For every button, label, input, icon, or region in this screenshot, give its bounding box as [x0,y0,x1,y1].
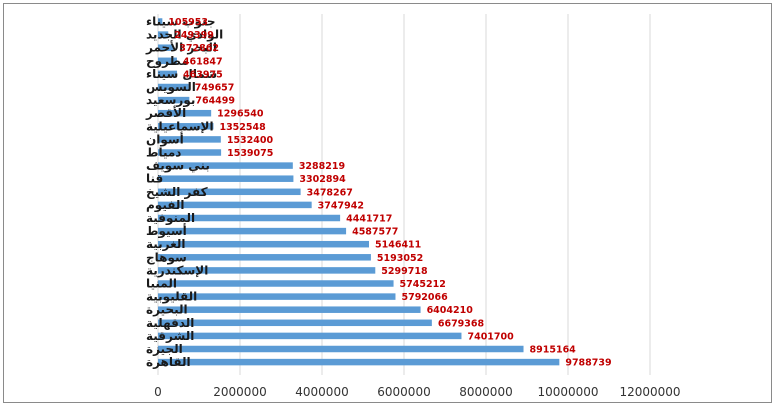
category-label: أسيوط [146,223,187,239]
category-label: شمال سيناء [146,67,217,81]
category-label: دمياط [146,146,181,160]
value-label: 4587577 [352,227,398,238]
bar [158,175,294,182]
category-label: السويس [146,80,196,95]
value-label: 3288219 [299,161,345,172]
value-label: 3747942 [318,200,364,211]
category-label: القليوبية [146,290,197,305]
bar [158,162,293,169]
category-label: المنيا [146,277,177,291]
bar [158,319,432,327]
bar [158,31,169,38]
category-label: الإسكندرية [146,263,208,277]
value-label: 764499 [195,96,235,107]
category-label: الجيزة [146,342,183,356]
value-label: 105953 [168,17,208,28]
value-label: 7401700 [467,331,514,342]
bar [158,70,178,78]
category-label: القاهرة [146,355,191,369]
category-label: مطروح [146,54,189,69]
x-tick-label: 0 [154,385,162,399]
bar [158,293,396,300]
value-label: 1352548 [219,122,266,133]
bar [158,57,177,65]
category-label: الفيوم [146,198,184,213]
value-label: 249399 [174,30,214,41]
value-label: 463975 [183,69,223,80]
bar [158,227,347,235]
value-label: 461847 [183,56,223,67]
category-label: بني سويف [146,159,210,174]
category-label: أسوان [146,131,184,147]
value-labels: 105953 249399 372862 461847 463975 749657 7644… [168,17,611,369]
value-label: 5193052 [377,253,423,264]
x-tick-label: 12000000 [619,385,680,399]
value-label: 1539075 [227,148,273,159]
bar [158,123,214,130]
x-tick-label: 4000000 [295,385,348,399]
value-label: 1296540 [217,109,264,120]
value-label: 6679368 [438,318,485,329]
bar [158,109,212,117]
value-label: 9788739 [565,358,611,369]
bar [158,149,222,156]
bar [158,332,462,340]
category-label: الأقصر [145,105,186,120]
value-label: 372862 [179,43,219,54]
category-label: سوهاج [146,250,187,265]
bar [158,306,421,313]
value-label: 4441717 [346,214,392,225]
bars [158,18,560,366]
category-label: الدقهلية [146,316,194,330]
value-label: 3302894 [299,174,346,185]
category-label: قنا [146,172,163,186]
category-label: بورسعيد [146,93,195,108]
value-label: 6404210 [427,305,474,316]
bar [158,96,190,104]
category-label: كفر الشيخ [146,185,208,199]
value-label: 5299718 [381,266,428,277]
value-label: 749657 [195,83,235,94]
value-label: 3478267 [307,187,353,198]
category-label: الغربية [146,237,186,251]
category-label: الوادي الجديد [146,28,223,43]
bar [158,267,376,274]
category-label: البحر الأحمر [145,40,217,55]
x-tick-label: 10000000 [537,385,598,399]
value-label: 5792066 [401,292,448,303]
value-label: 5146411 [375,240,421,251]
bar [158,201,312,209]
bar [158,18,163,25]
x-tick-label: 8000000 [459,385,512,399]
bar [158,188,301,196]
value-label: 5745212 [400,279,446,290]
x-tick-label: 6000000 [377,385,430,399]
value-label: 8915164 [530,345,577,356]
bar [158,214,341,222]
x-tick-label: 2000000 [213,385,266,399]
bar [158,136,221,143]
bar [158,240,370,248]
category-label: الإسماعيلية [146,119,214,133]
bar [158,44,174,51]
x-tick-labels: 0 2000000 4000000 6000000 8000000 10000000 120… [154,385,680,399]
category-label: الشرقية [146,329,194,343]
category-label: المنوفية [146,211,195,226]
value-label: 1532400 [227,135,274,146]
category-label: البحيرة [146,303,188,317]
bar [158,254,371,261]
bar [158,280,394,287]
bar [158,83,189,91]
category-label: جنوب سيناء [146,15,216,30]
bar [158,345,524,353]
bar [158,358,560,366]
